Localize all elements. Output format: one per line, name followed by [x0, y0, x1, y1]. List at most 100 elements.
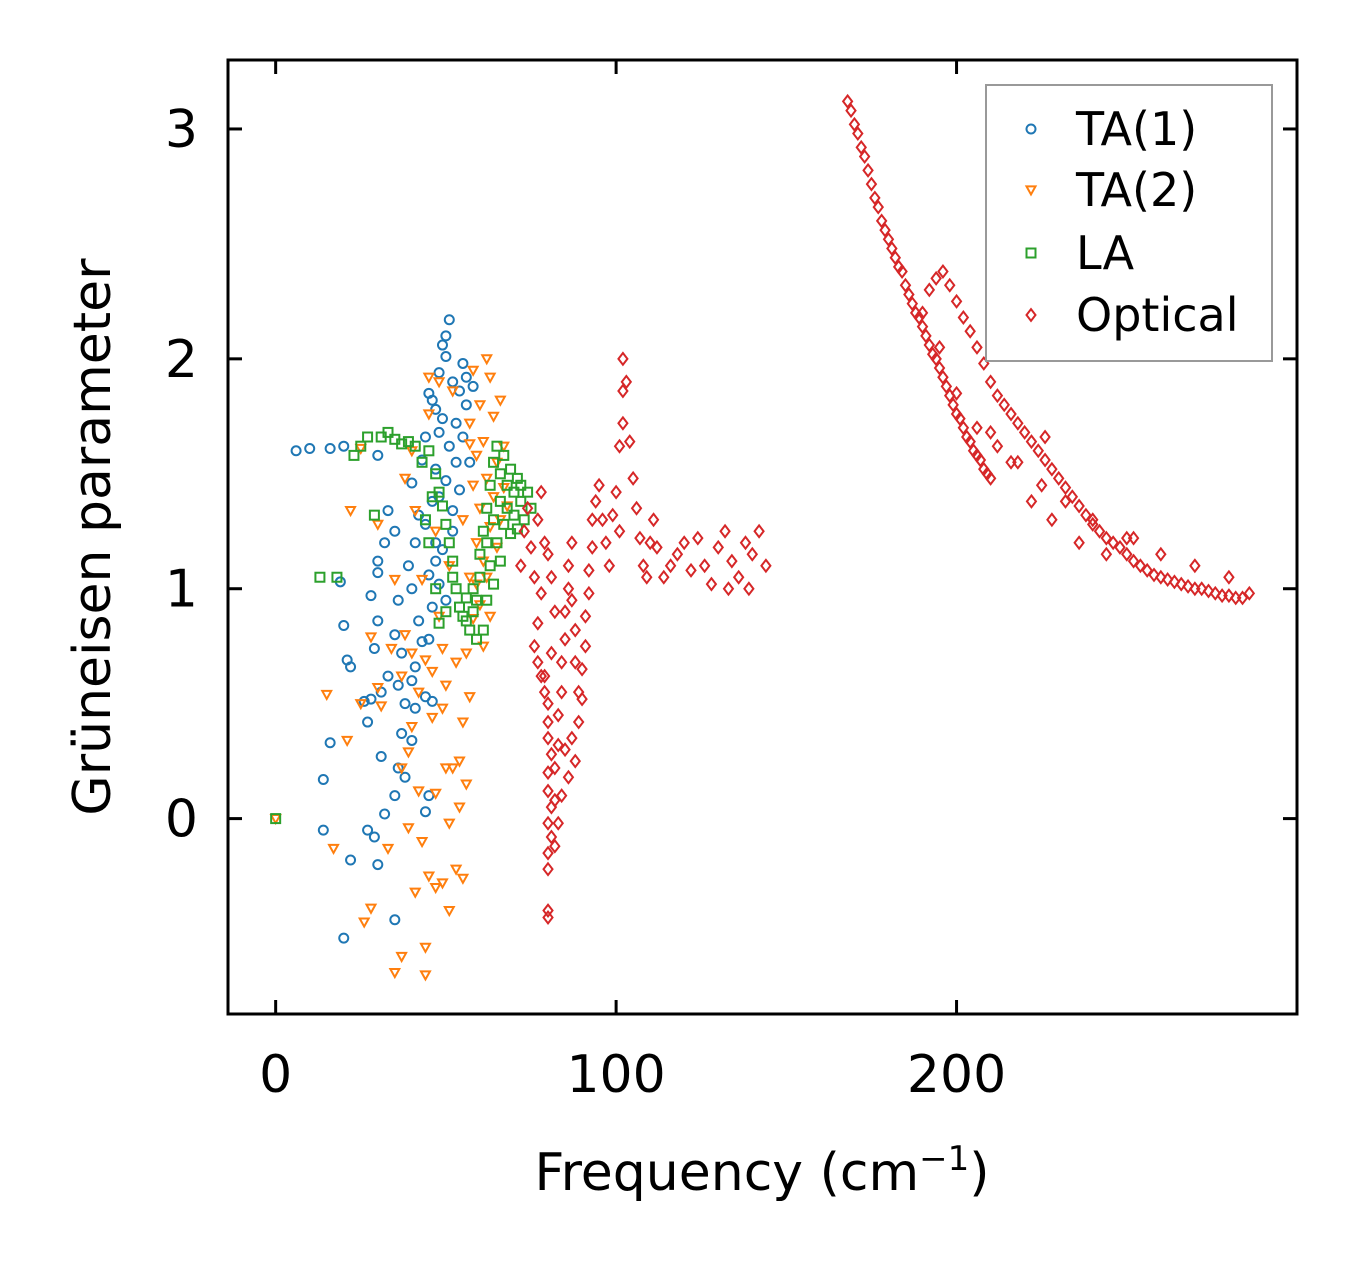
- data-point: [521, 500, 534, 516]
- data-point: [446, 763, 459, 775]
- data-point: [368, 831, 380, 843]
- data-point: [542, 730, 554, 746]
- data-point: [464, 456, 476, 468]
- legend-frame: [985, 84, 1273, 362]
- data-point: [453, 802, 466, 814]
- data-point: [1127, 553, 1140, 569]
- data-point: [630, 500, 643, 516]
- data-point: [395, 671, 408, 683]
- data-point: [388, 574, 402, 587]
- data-point: [372, 555, 384, 567]
- data-point: [1141, 562, 1153, 578]
- data-point: [375, 701, 388, 713]
- data-point: [270, 813, 282, 825]
- data-point: [930, 270, 942, 286]
- data-point: [1100, 530, 1113, 546]
- data-point: [930, 351, 942, 367]
- data-point: [1073, 498, 1085, 514]
- data-point: [566, 535, 578, 551]
- data-point: [362, 824, 374, 836]
- data-point: [640, 569, 653, 585]
- data-point: [535, 484, 547, 500]
- data-point: [443, 818, 456, 830]
- data-point: [436, 643, 449, 656]
- data-point: [375, 751, 387, 763]
- x-tick-label: 200: [907, 1045, 1006, 1105]
- data-point: [552, 815, 564, 831]
- data-point: [933, 360, 946, 376]
- data-point: [882, 231, 895, 247]
- data-point: [515, 479, 527, 491]
- data-point: [1066, 489, 1079, 505]
- data-point: [498, 518, 510, 530]
- data-point: [1059, 493, 1072, 509]
- data-point: [362, 431, 374, 443]
- legend-label-ta2: TA(2): [1075, 163, 1197, 217]
- data-point: [583, 562, 595, 578]
- data-point: [392, 679, 404, 691]
- y-tick-label: 3: [165, 100, 198, 160]
- x-axis-title: Frequency (cm−1): [534, 1139, 989, 1203]
- legend-marker: [1025, 123, 1037, 135]
- data-point: [416, 636, 428, 648]
- data-point: [388, 968, 402, 980]
- data-point: [497, 482, 510, 495]
- data-point: [460, 648, 473, 660]
- data-point: [423, 445, 435, 457]
- data-point: [943, 277, 956, 293]
- data-point: [555, 788, 568, 804]
- data-point: [395, 763, 408, 775]
- data-point: [426, 601, 438, 613]
- legend-label-ta1: TA(1): [1075, 102, 1197, 156]
- data-point: [446, 386, 459, 398]
- legend-marker: [1025, 307, 1037, 323]
- data-point: [508, 509, 520, 521]
- data-point: [899, 277, 912, 293]
- data-point: [505, 463, 517, 475]
- data-point: [484, 479, 496, 491]
- legend-marker: [1025, 247, 1037, 259]
- data-point: [869, 190, 881, 206]
- data-point: [549, 604, 561, 620]
- data-point: [355, 440, 367, 452]
- data-point: [389, 790, 401, 802]
- data-point: [426, 695, 438, 707]
- data-point: [852, 126, 864, 142]
- data-point: [562, 581, 575, 597]
- data-point: [372, 449, 384, 461]
- data-point: [396, 728, 408, 740]
- y-axis-title: Grüneisen parameter: [63, 258, 123, 816]
- data-point: [290, 445, 302, 457]
- data-point: [481, 594, 493, 606]
- data-point: [471, 633, 483, 645]
- x-axis-title-suffix: ): [969, 1143, 989, 1203]
- legend-label-la: LA: [1076, 226, 1135, 280]
- data-point: [480, 473, 493, 485]
- data-point: [436, 339, 448, 351]
- data-point: [488, 578, 500, 590]
- data-point: [984, 374, 997, 390]
- data-point: [409, 505, 422, 518]
- data-point: [429, 882, 442, 895]
- data-point: [1168, 574, 1181, 590]
- data-point: [545, 569, 558, 585]
- data-point: [705, 576, 718, 592]
- data-point: [341, 654, 353, 666]
- data-point: [460, 779, 473, 791]
- data-point: [1073, 535, 1085, 551]
- data-point: [345, 854, 357, 866]
- data-point: [430, 583, 442, 595]
- data-point: [1005, 406, 1017, 422]
- data-point: [488, 456, 500, 468]
- data-point: [406, 675, 418, 687]
- data-point: [1236, 590, 1249, 606]
- data-point: [460, 592, 472, 604]
- data-point: [491, 537, 503, 549]
- data-point: [440, 606, 452, 618]
- data-point: [389, 914, 401, 926]
- data-point: [954, 411, 966, 427]
- data-point: [991, 388, 1004, 404]
- data-point: [415, 836, 429, 849]
- data-point: [1223, 588, 1235, 604]
- data-point: [379, 537, 391, 549]
